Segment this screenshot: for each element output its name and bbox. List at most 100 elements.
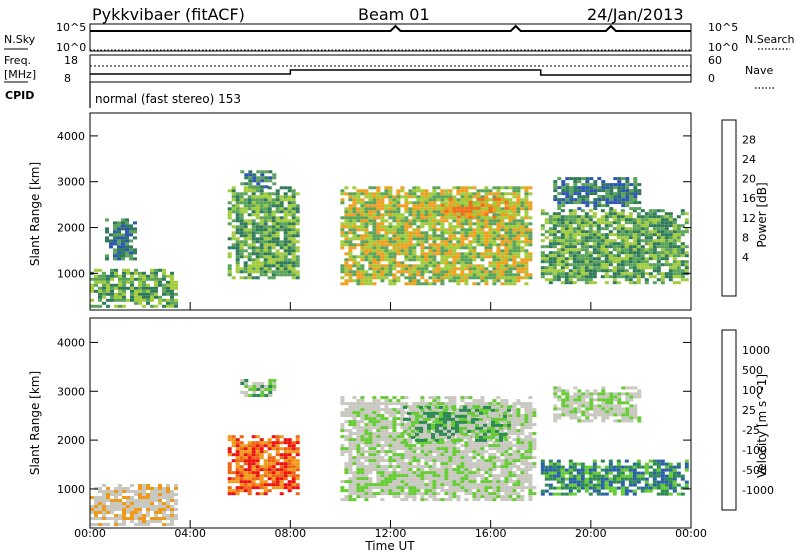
velocity-cell-3 xyxy=(404,483,409,487)
power-cell-2 xyxy=(279,207,284,211)
power-cell-6 xyxy=(548,239,553,243)
velocity-cell-3 xyxy=(368,492,373,496)
velocity-cell-3 xyxy=(392,432,397,436)
velocity-cell-3 xyxy=(372,414,377,418)
power-cell-2 xyxy=(247,189,252,193)
power-cell-2 xyxy=(283,186,288,190)
velocity-cell-1 xyxy=(271,480,276,484)
velocity-cell-3 xyxy=(368,417,373,421)
power-cell-4 xyxy=(488,198,493,202)
velocity-cell-3 xyxy=(504,450,509,454)
velocity-cell-2 xyxy=(260,382,265,385)
power-cell-0 xyxy=(138,298,142,302)
velocity-cell-3 xyxy=(508,459,513,463)
power-cell-6 xyxy=(560,209,565,213)
power-cell-7 xyxy=(605,201,610,205)
power-cell-2 xyxy=(251,213,256,217)
power-cell-4 xyxy=(412,204,417,208)
power-cell-2 xyxy=(267,267,272,271)
power-cell-4 xyxy=(452,201,457,205)
power-cell-2 xyxy=(227,252,232,256)
velocity-cell-3 xyxy=(376,441,381,445)
power-cell-7 xyxy=(589,201,594,205)
power-cell-4 xyxy=(392,243,397,247)
velocity-cell-3 xyxy=(360,411,365,415)
power-cell-4 xyxy=(428,219,433,223)
velocity-cell-2 xyxy=(248,394,253,397)
power-cell-4 xyxy=(352,207,357,211)
power-cell-4 xyxy=(360,249,365,253)
velocity-cell-3 xyxy=(468,486,473,490)
power-cell-4 xyxy=(440,192,445,196)
velocity-cell-1 xyxy=(255,435,260,439)
power-cell-0 xyxy=(174,292,178,296)
power-cell-5 xyxy=(460,200,465,204)
velocity-cell-1 xyxy=(251,453,256,457)
power-cell-4 xyxy=(404,210,409,214)
power-cell-6 xyxy=(580,236,585,240)
velocity-cell-1 xyxy=(275,483,280,487)
velocity-cell-2 xyxy=(268,382,273,385)
velocity-cell-3 xyxy=(500,453,505,457)
velocity-cell-3 xyxy=(408,489,413,493)
power-cell-0 xyxy=(166,292,170,296)
velocity-cell-3 xyxy=(516,417,521,421)
power-cell-6 xyxy=(660,233,665,237)
power-cell-4 xyxy=(448,273,453,277)
power-cell-7 xyxy=(593,201,598,205)
velocity-cell-3 xyxy=(388,456,393,460)
velocity-cell-1 xyxy=(287,471,292,475)
power-cell-3 xyxy=(264,170,269,174)
power-cell-4 xyxy=(348,267,353,271)
power-cell-0 xyxy=(142,283,146,287)
power-cell-6 xyxy=(600,209,605,213)
power-cell-5 xyxy=(440,206,445,210)
power-cell-4 xyxy=(480,237,485,241)
velocity-cell-3 xyxy=(508,498,513,502)
power-cell-4 xyxy=(348,213,353,217)
velocity-cell-3 xyxy=(516,435,521,439)
power-cell-6 xyxy=(588,281,593,285)
velocity-cell-1 xyxy=(247,468,252,472)
velocity-cell-3 xyxy=(416,483,421,487)
velocity-cell-1 xyxy=(247,459,252,463)
velocity-cell-0 xyxy=(142,487,146,490)
power-cell-6 xyxy=(580,254,585,258)
power-cell-2 xyxy=(243,192,248,196)
power-cell-1 xyxy=(105,230,109,234)
velocity-cell-0 xyxy=(114,514,118,517)
velocity-cell-1 xyxy=(231,435,236,439)
velocity-cell-3 xyxy=(376,450,381,454)
power-cell-6 xyxy=(576,263,581,267)
velocity-cell-3 xyxy=(476,453,481,457)
power-cell-4 xyxy=(492,273,497,277)
power-cell-4 xyxy=(348,279,353,283)
power-cell-1 xyxy=(105,227,109,231)
power-cell-4 xyxy=(392,234,397,238)
velocity-cell-3 xyxy=(508,414,513,418)
power-cell-4 xyxy=(460,270,465,274)
velocity-cell-3 xyxy=(392,408,397,412)
velocity-cell-3 xyxy=(508,432,513,436)
velocity-cell-3 xyxy=(396,453,401,457)
velocity-cell-1 xyxy=(227,453,232,457)
power-cell-2 xyxy=(267,237,272,241)
velocity-cell-3 xyxy=(400,462,405,466)
power-cell-6 xyxy=(676,227,681,231)
power-cell-6 xyxy=(580,263,585,267)
velocity-cell-3 xyxy=(460,471,465,475)
power-cell-6 xyxy=(624,242,629,246)
power-cell-4 xyxy=(436,222,441,226)
power-cell-4 xyxy=(528,240,533,244)
power-cell-6 xyxy=(636,236,641,240)
power-cell-0 xyxy=(114,271,118,275)
velocity-cell-3 xyxy=(452,477,457,481)
velocity-cell-3 xyxy=(372,417,377,421)
velocity-cell-0 xyxy=(118,502,122,505)
velocity-cell-3 xyxy=(404,474,409,478)
power-cell-6 xyxy=(592,233,597,237)
power-cell-0 xyxy=(98,292,102,296)
power-cell-6 xyxy=(604,212,609,216)
velocity-cell-3 xyxy=(460,465,465,469)
power-cell-6 xyxy=(632,254,637,258)
